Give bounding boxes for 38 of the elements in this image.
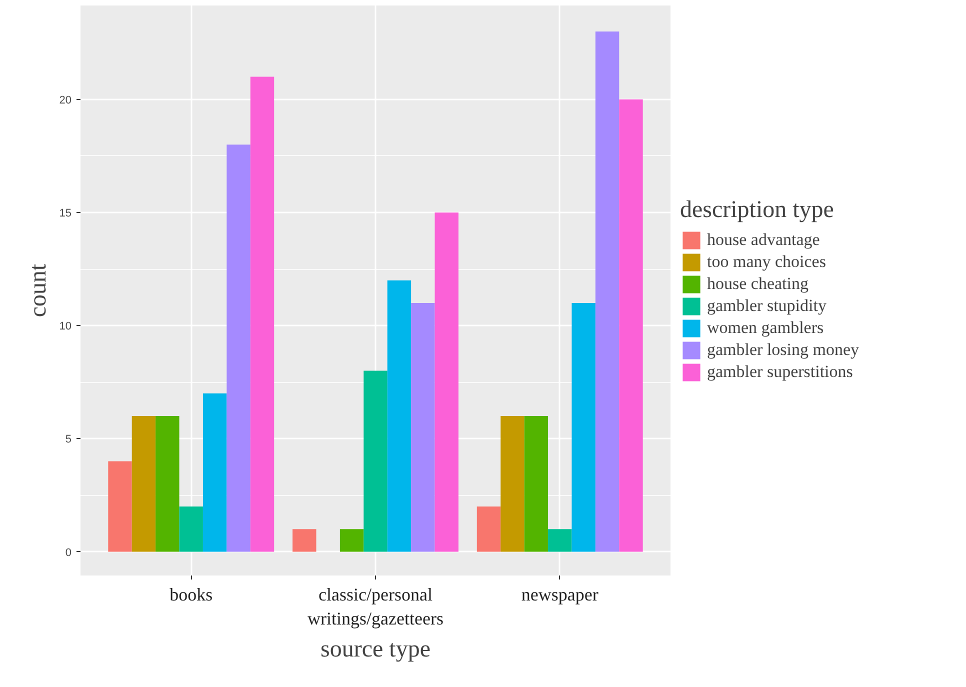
y-tick-label: 0: [65, 546, 72, 559]
bar: [250, 76, 274, 552]
y-tick-label: 5: [65, 434, 72, 446]
bar: [132, 416, 156, 552]
legend-label: house advantage: [707, 229, 820, 251]
legend-title: description type: [680, 197, 835, 224]
legend-label: too many choices: [707, 251, 826, 273]
bar: [411, 302, 435, 552]
bar: [108, 461, 132, 552]
x-tick-label: classic/personal writings/gazetteers: [308, 584, 444, 628]
bar: [292, 529, 316, 552]
bar: [156, 416, 180, 552]
bar: [572, 302, 596, 552]
y-tick-label: 20: [59, 94, 72, 106]
bar: [340, 529, 364, 552]
y-tick-label: 10: [59, 320, 72, 333]
legend-label: gambler stupidity: [707, 295, 826, 317]
y-tick-label: 15: [59, 207, 72, 220]
bar: [179, 506, 203, 552]
legend-label: gambler losing money: [707, 339, 860, 361]
x-tick-label: newspaper: [521, 584, 598, 604]
bar: [595, 32, 620, 552]
x-tick-label: books: [170, 584, 213, 604]
bar: [226, 144, 250, 552]
legend-label: women gamblers: [707, 317, 824, 339]
y-axis-title: count: [25, 264, 52, 318]
bar: [434, 212, 458, 552]
bar: [387, 280, 412, 552]
bar: [364, 370, 388, 552]
bar: [548, 529, 572, 552]
bar: [476, 506, 501, 552]
bar: [524, 416, 548, 552]
legend-label: gambler superstitions: [707, 361, 853, 383]
x-axis-title: source type: [320, 636, 430, 662]
legend-label: house cheating: [707, 273, 808, 295]
bar: [202, 393, 227, 552]
bar: [619, 99, 643, 552]
bar: [500, 416, 524, 552]
